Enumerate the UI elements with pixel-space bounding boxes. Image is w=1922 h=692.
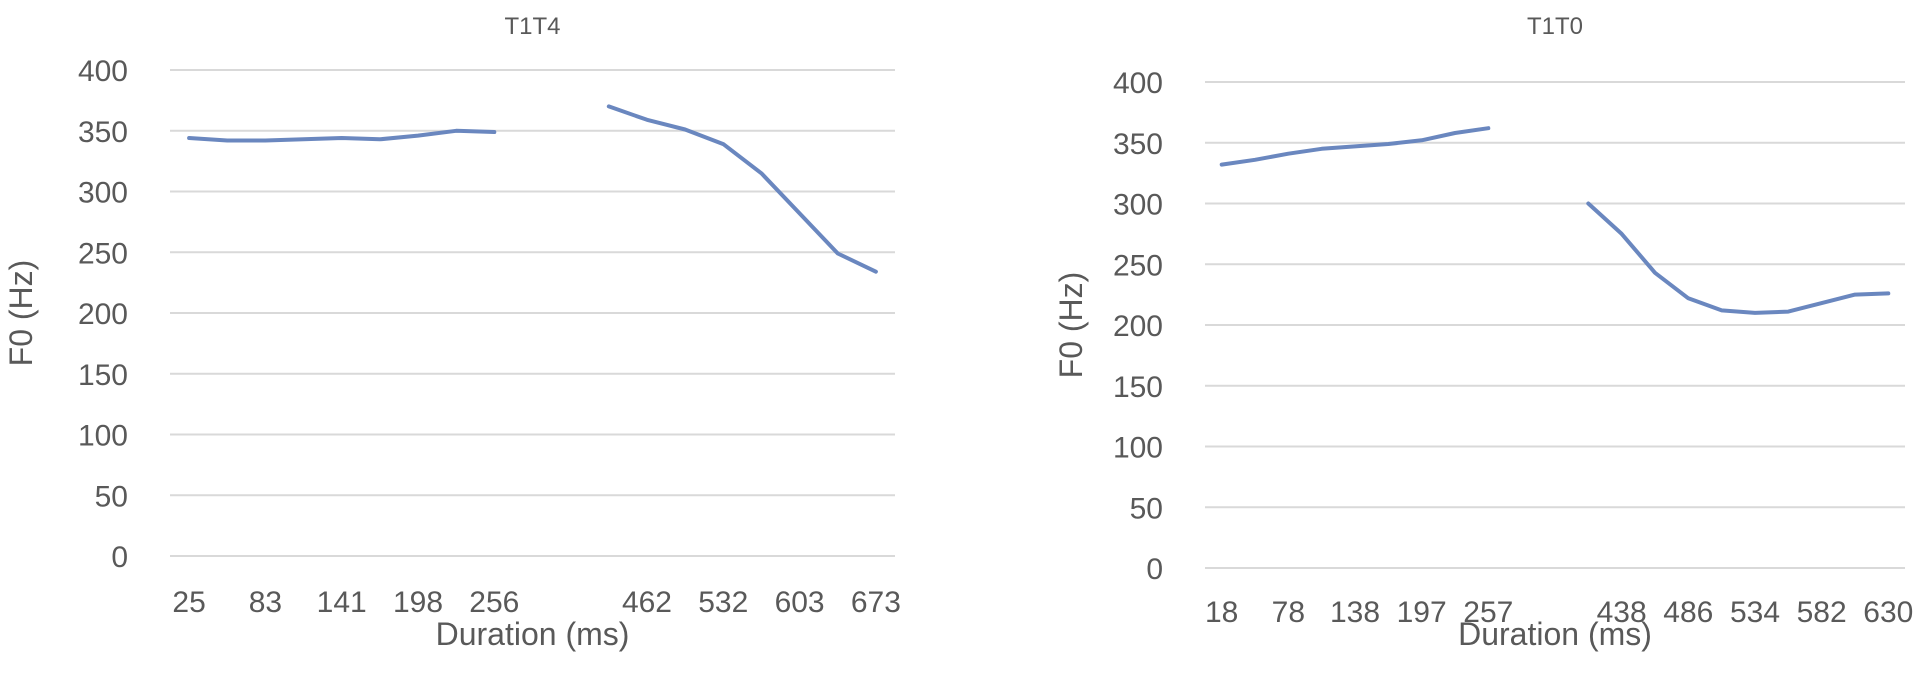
y-tick-label: 100 bbox=[78, 420, 128, 453]
x-tick-label: 18 bbox=[1205, 596, 1238, 629]
x-tick-label: 78 bbox=[1272, 596, 1305, 629]
y-tick-label: 300 bbox=[1113, 189, 1163, 222]
series-line bbox=[1219, 126, 1891, 315]
x-tick-label: 256 bbox=[469, 586, 519, 619]
x-tick-label: 25 bbox=[172, 586, 205, 619]
y-axis-label: F0 (Hz) bbox=[3, 260, 39, 367]
x-tick-label: 603 bbox=[775, 586, 825, 619]
chart-title: T1T4 bbox=[504, 13, 560, 40]
x-tick-label: 197 bbox=[1397, 596, 1447, 629]
x-tick-label: 673 bbox=[851, 586, 901, 619]
x-tick-label: 582 bbox=[1797, 596, 1847, 629]
y-tick-label: 400 bbox=[78, 55, 128, 88]
x-axis-label: Duration (ms) bbox=[436, 616, 630, 652]
y-tick-label: 400 bbox=[1113, 67, 1163, 100]
x-tick-label: 141 bbox=[317, 586, 367, 619]
y-tick-label: 250 bbox=[78, 237, 128, 270]
x-tick-label: 532 bbox=[698, 586, 748, 619]
y-tick-label: 200 bbox=[78, 298, 128, 331]
x-tick-label: 534 bbox=[1730, 596, 1780, 629]
x-tick-label: 257 bbox=[1463, 596, 1513, 629]
x-tick-label: 462 bbox=[622, 586, 672, 619]
y-axis-label: F0 (Hz) bbox=[1053, 272, 1089, 379]
x-tick-label: 486 bbox=[1663, 596, 1713, 629]
x-tick-label: 630 bbox=[1863, 596, 1913, 629]
y-tick-label: 0 bbox=[111, 541, 128, 574]
y-tick-label: 0 bbox=[1146, 553, 1163, 586]
x-tick-label: 83 bbox=[249, 586, 282, 619]
chart-title: T1T0 bbox=[1527, 13, 1583, 40]
x-axis-label: Duration (ms) bbox=[1458, 616, 1652, 652]
y-tick-label: 100 bbox=[1113, 432, 1163, 465]
x-tick-label: 438 bbox=[1597, 596, 1647, 629]
y-tick-label: 150 bbox=[1113, 371, 1163, 404]
y-tick-label: 50 bbox=[95, 480, 128, 513]
y-tick-label: 250 bbox=[1113, 249, 1163, 282]
y-tick-label: 350 bbox=[78, 116, 128, 149]
y-tick-label: 300 bbox=[78, 177, 128, 210]
y-tick-label: 200 bbox=[1113, 310, 1163, 343]
x-tick-label: 198 bbox=[393, 586, 443, 619]
x-tick-label: 138 bbox=[1330, 596, 1380, 629]
y-tick-label: 350 bbox=[1113, 128, 1163, 161]
y-tick-label: 150 bbox=[78, 359, 128, 392]
series-line bbox=[187, 104, 878, 274]
y-tick-label: 50 bbox=[1130, 492, 1163, 525]
